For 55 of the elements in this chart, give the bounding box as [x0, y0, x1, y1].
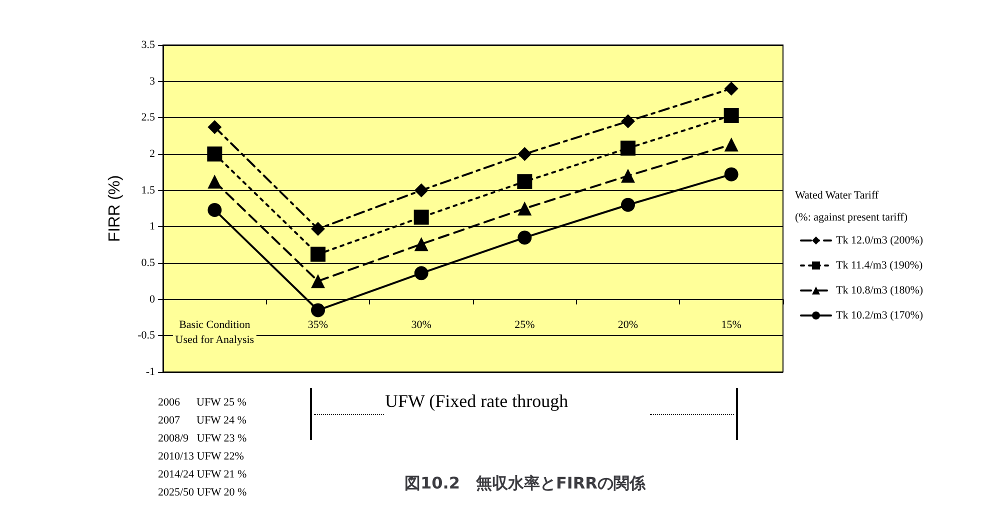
point — [311, 303, 325, 318]
x-tick-label: 35% — [308, 318, 328, 331]
text: 図10.2 無収水率とFIRRの関係 — [404, 474, 646, 492]
y-tick-label: 0 — [150, 293, 156, 306]
y-tick-label: -0.5 — [138, 330, 156, 342]
point — [518, 147, 532, 161]
legend-label: Tk 11.4/m3 (190%) — [836, 260, 923, 272]
y-axis-title: FIRR (%) — [106, 175, 124, 242]
legend-label: Tk 10.8/m3 (180%) — [836, 284, 924, 296]
point — [621, 114, 635, 128]
point — [518, 202, 532, 216]
point — [724, 138, 738, 152]
point — [621, 168, 635, 183]
x-tick-label: 30% — [411, 318, 432, 331]
point — [414, 237, 428, 252]
text: 2014/24 UFW 21 % — [158, 468, 247, 480]
point — [414, 210, 429, 225]
text: 2007 UFW 24 % — [158, 414, 246, 426]
text: 2025/50 UFW 20 % — [158, 486, 247, 498]
point — [621, 198, 635, 212]
text: 2010/13 UFW 22% — [158, 450, 244, 462]
y-tick-label: 2 — [150, 148, 155, 160]
point — [310, 246, 326, 262]
text: (%: against present tariff) — [795, 212, 908, 224]
legend-label: Tk 10.2/m3 (170%) — [836, 310, 924, 322]
point — [311, 274, 325, 288]
legend-title: Wated Water Tariff — [795, 190, 879, 202]
point — [207, 146, 222, 162]
point — [414, 266, 428, 280]
point — [208, 202, 222, 217]
point — [724, 82, 738, 96]
y-tick-label: 1 — [150, 220, 155, 233]
y-tick-label: 2.5 — [141, 112, 156, 124]
y-tick-label: 0.5 — [141, 257, 156, 269]
y-tick-label: 3 — [150, 75, 156, 88]
point — [518, 230, 532, 245]
y-tick-label: -1 — [146, 366, 155, 378]
point — [724, 108, 739, 123]
point — [208, 120, 222, 134]
text: 2006 UFW 25 % — [158, 396, 246, 408]
y-tick-label: 1.5 — [141, 184, 156, 196]
point — [517, 174, 532, 190]
x-tick-label: 15% — [721, 318, 742, 331]
point — [620, 140, 636, 156]
text: UFW (Fixed rate through — [385, 391, 568, 411]
point — [414, 183, 428, 198]
x-tick-label: Basic Condition Used for Analysis — [175, 318, 254, 346]
legend-label: Tk 12.0/m3 (200%) — [836, 234, 924, 246]
x-tick-label: 20% — [618, 318, 638, 331]
x-tick-label: 25% — [514, 318, 535, 331]
y-tick-label: 3.5 — [141, 39, 156, 51]
point — [724, 167, 738, 182]
text: 2008/9 UFW 23 % — [158, 432, 247, 444]
point — [311, 222, 325, 236]
point — [208, 174, 222, 189]
